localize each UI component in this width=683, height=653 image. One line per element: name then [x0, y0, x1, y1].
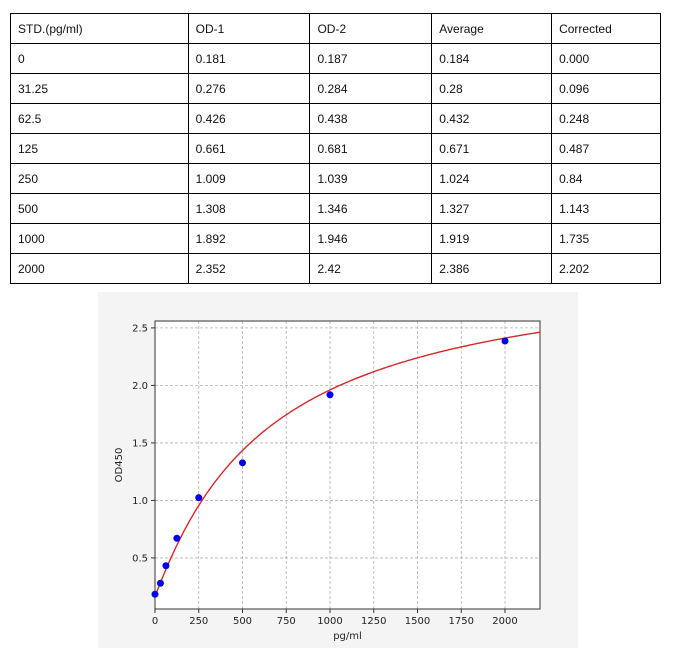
table-cell: 1.946	[309, 223, 433, 254]
y-tick-label: 2.5	[132, 323, 148, 334]
table-cell: 0.487	[551, 133, 661, 164]
table-cell: 2.202	[551, 253, 661, 284]
table-cell: 0.000	[551, 43, 661, 74]
fit-curve	[154, 331, 541, 597]
table-cell: 0.184	[431, 43, 553, 74]
table-cell: 2.386	[431, 253, 553, 284]
plot-area	[155, 321, 540, 609]
table-row: 2000 2.352 2.42 2.386 2.202	[10, 253, 661, 284]
table-cell: 1.009	[187, 163, 311, 194]
table-cell: 1.024	[431, 163, 553, 194]
table-row: 125 0.661 0.681 0.671 0.487	[10, 133, 661, 164]
table-cell: 0.187	[309, 43, 433, 74]
table-cell: 0.248	[551, 103, 661, 134]
y-tick-label: 1.0	[132, 496, 148, 507]
table-cell: 1.919	[431, 223, 553, 254]
table-cell: 0.426	[187, 103, 311, 134]
y-tick-label: 1.5	[132, 438, 148, 449]
x-tick-label: 250	[189, 616, 208, 627]
data-point	[239, 459, 246, 467]
data-point	[501, 337, 509, 345]
data-point	[195, 494, 203, 502]
data-point	[156, 579, 164, 587]
column-header: OD-1	[187, 13, 311, 44]
data-point	[162, 562, 170, 570]
table-cell: 1.735	[551, 223, 661, 254]
table-cell: 1.892	[187, 223, 311, 254]
table-cell: 0.284	[309, 73, 433, 104]
table-cell: 2.42	[309, 253, 433, 284]
x-tick-label: 2000	[492, 616, 517, 627]
y-axis-label: OD450	[114, 448, 125, 483]
table-cell: 62.5	[10, 103, 189, 134]
table-row: 0 0.181 0.187 0.184 0.000	[10, 43, 661, 74]
x-tick-label: 1000	[317, 616, 342, 627]
x-tick-label: 1250	[361, 616, 386, 627]
table-cell: 0.432	[431, 103, 553, 134]
table-cell: 0.276	[187, 73, 311, 104]
x-tick-label: 0	[152, 616, 158, 627]
table-cell: 0.84	[551, 163, 661, 194]
table-row: 62.5 0.426 0.438 0.432 0.248	[10, 103, 661, 134]
table-cell: 31.25	[10, 73, 189, 104]
data-point	[326, 391, 334, 399]
column-header: OD-2	[309, 13, 433, 44]
table-cell: 1.143	[551, 193, 661, 224]
y-tick-label: 0.5	[132, 553, 148, 564]
table-header-row: STD.(pg/ml) OD-1 OD-2 Average Corrected	[10, 13, 661, 44]
standard-curve-chart: 0 250 500 750 1000 1250 1500 1750 2000 0.5 1.0 1.5 2…	[98, 292, 578, 648]
data-point	[151, 590, 159, 598]
table-cell: 2.352	[187, 253, 311, 284]
standards-table: STD.(pg/ml) OD-1 OD-2 Average Corrected 0 0.18…	[10, 13, 661, 284]
table-cell: 1.039	[309, 163, 433, 194]
table-cell: 0	[10, 43, 189, 74]
column-header: STD.(pg/ml)	[10, 13, 189, 44]
table-cell: 1.346	[309, 193, 433, 224]
y-tick-label: 2.0	[132, 381, 148, 392]
x-tick-label: 750	[277, 616, 296, 627]
chart-svg: 0 250 500 750 1000 1250 1500 1750 2000 0.5 1.0 1.5 2…	[114, 320, 541, 642]
table-row: 500 1.308 1.346 1.327 1.143	[10, 193, 661, 224]
plot-frame	[154, 320, 541, 610]
table-cell: 1.327	[431, 193, 553, 224]
table-cell: 0.096	[551, 73, 661, 104]
table-cell: 0.681	[309, 133, 433, 164]
column-header: Average	[431, 13, 553, 44]
table-cell: 250	[10, 163, 189, 194]
table-cell: 0.438	[309, 103, 433, 134]
table-cell: 500	[10, 193, 189, 224]
column-header: Corrected	[551, 13, 661, 44]
table-cell: 125	[10, 133, 189, 164]
table-cell: 0.661	[187, 133, 311, 164]
table-row: 31.25 0.276 0.284 0.28 0.096	[10, 73, 661, 104]
x-tick-label: 1500	[405, 616, 430, 627]
data-point	[173, 534, 181, 542]
x-tick-label: 500	[233, 616, 252, 627]
x-tick-label: 1750	[449, 616, 474, 627]
table-row: 1000 1.892 1.946 1.919 1.735	[10, 223, 661, 254]
table-cell: 1000	[10, 223, 189, 254]
table-row: 250 1.009 1.039 1.024 0.84	[10, 163, 661, 194]
table-cell: 0.181	[187, 43, 311, 74]
table-cell: 1.308	[187, 193, 311, 224]
table-cell: 0.671	[431, 133, 553, 164]
table-cell: 2000	[10, 253, 189, 284]
table-cell: 0.28	[431, 73, 553, 104]
x-axis-label: pg/ml	[333, 631, 362, 642]
